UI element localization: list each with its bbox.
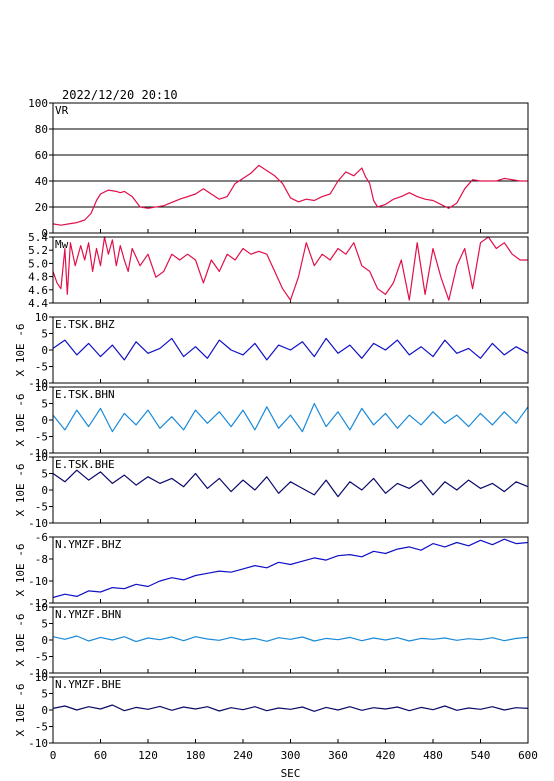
panel-frame	[52, 456, 529, 524]
panel-1: 100 80 60 40 20 0 VR	[28, 97, 529, 240]
x-tick-label: 480	[423, 749, 443, 762]
station-label: Mw	[55, 238, 69, 251]
y-tick-label: 10	[35, 601, 48, 614]
y-tick-label: 4.8	[28, 271, 48, 284]
y-tick-label: -5	[35, 651, 48, 664]
y-tick-label: 0	[41, 227, 48, 240]
x-tick-label: 0	[50, 749, 57, 762]
station-label: VR	[55, 104, 69, 117]
series-line	[52, 704, 529, 712]
panel-5: 10 5 0 -5 -10 E.TSK.BHE X 10E -6	[14, 451, 529, 530]
panel-frame	[52, 316, 529, 384]
panel-3: 10 5 0 -5 -10 E.TSK.BHZ X 10E -6	[14, 311, 529, 390]
panel-frame	[52, 386, 529, 454]
y-tick-label: -10	[28, 447, 48, 460]
y-tick-label: -5	[35, 501, 48, 514]
y-tick-label: 10	[35, 451, 48, 464]
panel-8: 10 5 0 -5 -10 N.YMZF.BHE X 10E -6	[14, 671, 529, 750]
panel-2: 5.45.25.04.84.64.4 Mw	[28, 231, 529, 310]
timestamp-label: 2022/12/20 20:10	[62, 88, 178, 102]
series-line	[52, 538, 529, 599]
y-tick-label: 80	[35, 123, 48, 136]
x-tick-label: 420	[376, 749, 396, 762]
y-tick-label: -5	[35, 721, 48, 734]
y-tick-label: 10	[35, 311, 48, 324]
y-tick-label: -5	[35, 361, 48, 374]
y-tick-label: 5.0	[28, 257, 48, 270]
station-label: E.TSK.BHZ	[55, 318, 115, 331]
panel-7: 10 5 0 -5 -10 N.YMZF.BHN X 10E -6	[14, 601, 529, 680]
y-tick-label: 100	[28, 97, 48, 110]
panels: 100806040200VR5.45.25.04.84.64.4Mw1050-5…	[14, 97, 529, 750]
y-tick-label: 20	[35, 201, 48, 214]
y-tick-label: -5	[35, 431, 48, 444]
y-tick-label: 0	[41, 704, 48, 717]
y-tick-label: 40	[35, 175, 48, 188]
panel-frame	[52, 676, 529, 744]
y-tick-label: -10	[28, 377, 48, 390]
y-tick-label: -10	[28, 575, 48, 588]
y-tick-label: -10	[28, 517, 48, 530]
y-tick-label: -10	[28, 737, 48, 750]
series-line	[52, 236, 528, 301]
series-line	[52, 402, 529, 433]
x-tick-label: 120	[138, 749, 158, 762]
y-tick-label: 10	[35, 381, 48, 394]
x-tick-label: 240	[233, 749, 253, 762]
station-label: E.TSK.BHN	[55, 388, 115, 401]
y-unit-label: X 10E -6	[14, 324, 27, 377]
y-unit-label: X 10E -6	[14, 394, 27, 447]
series-line	[52, 635, 529, 643]
y-tick-label: 5	[41, 328, 48, 341]
y-tick-label: -12	[28, 597, 48, 610]
y-tick-label: 4.4	[28, 297, 48, 310]
series-line	[52, 164, 528, 226]
y-unit-label: X 10E -6	[14, 684, 27, 737]
y-tick-label: -10	[28, 667, 48, 680]
y-tick-label: 0	[41, 344, 48, 357]
station-label: N.YMZF.BHE	[55, 678, 121, 691]
x-tick-label: 180	[186, 749, 206, 762]
y-tick-label: -6	[35, 531, 48, 544]
x-axis: 0 60 120 180 240 300 360 420 480 540 600 SEC	[50, 749, 538, 780]
y-tick-label: 5.4	[28, 231, 48, 244]
y-tick-label: 60	[35, 149, 48, 162]
y-tick-label: 0	[41, 634, 48, 647]
x-tick-label: 300	[281, 749, 301, 762]
x-tick-label: 60	[94, 749, 107, 762]
y-unit-label: X 10E -6	[14, 614, 27, 667]
series-line	[52, 469, 529, 498]
y-unit-label: X 10E -6	[14, 464, 27, 517]
y-unit-label: X 10E -6	[14, 544, 27, 597]
x-tick-label: 540	[471, 749, 491, 762]
y-tick-label: 4.6	[28, 284, 48, 297]
panel-frame	[52, 606, 529, 674]
y-tick-label: 5	[41, 688, 48, 701]
station-label: N.YMZF.BHN	[55, 608, 121, 621]
x-tick-label: 360	[328, 749, 348, 762]
y-tick-label: 5	[41, 468, 48, 481]
x-axis-title: SEC	[281, 767, 301, 780]
panel-frame	[52, 536, 529, 604]
y-tick-label: 0	[41, 414, 48, 427]
panel-frame	[52, 102, 529, 234]
series-line	[52, 337, 529, 361]
y-tick-label: 5.2	[28, 244, 48, 257]
y-tick-label: 0	[41, 484, 48, 497]
y-tick-label: 5	[41, 618, 48, 631]
x-tick-label: 600	[518, 749, 538, 762]
y-tick-label: 10	[35, 671, 48, 684]
panel-frame	[52, 236, 529, 304]
station-label: N.YMZF.BHZ	[55, 538, 122, 551]
y-tick-label: -8	[35, 553, 48, 566]
panel-6: -6 -8 -10 -12 N.YMZF.BHZ X 10E -6	[14, 531, 529, 610]
y-tick-label: 5	[41, 398, 48, 411]
station-label: E.TSK.BHE	[55, 458, 115, 471]
panel-4: 10 5 0 -5 -10 E.TSK.BHN X 10E -6	[14, 381, 529, 460]
